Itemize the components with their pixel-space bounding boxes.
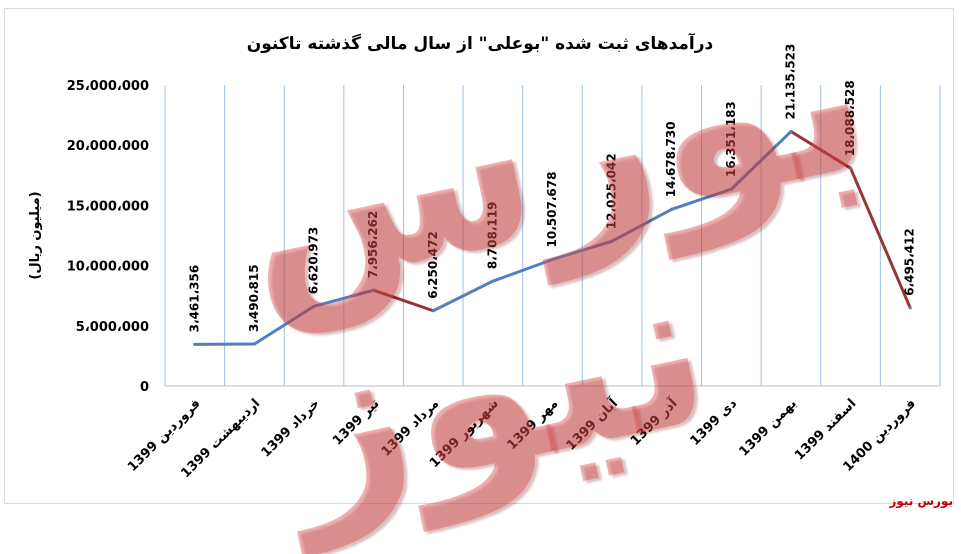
data-label: 8،708،119 xyxy=(485,202,499,270)
data-point xyxy=(730,188,733,191)
y-tick-label: 15،000،000 xyxy=(67,199,149,214)
data-labels: 3،461،356 3،490،815 6،620،973 7،956،262 6،25… xyxy=(187,44,916,333)
chart-frame: 0 5،000،000 10،000،000 15،000،000 20،000،000… xyxy=(4,8,954,504)
x-tick-label: خرداد 1399 xyxy=(259,396,323,460)
x-tick-label: آذر 1399 xyxy=(627,394,681,448)
data-point xyxy=(670,208,673,211)
data-label: 7،956،262 xyxy=(366,211,380,279)
data-label: 6،620،973 xyxy=(307,227,321,295)
data-point xyxy=(491,280,494,283)
x-tick-label: مهر 1399 xyxy=(504,396,561,453)
y-tick-label: 25،000،000 xyxy=(67,79,149,94)
x-tick-label: دی 1399 xyxy=(688,396,741,449)
data-label: 12،025،042 xyxy=(605,153,619,229)
x-tick-label: اسفند 1399 xyxy=(792,396,859,463)
data-point xyxy=(849,167,852,170)
data-label: 3،490،815 xyxy=(247,264,261,332)
y-tick-label: 0 xyxy=(140,380,149,395)
y-tick-label: 20،000،000 xyxy=(67,139,149,154)
data-label: 18،088،528 xyxy=(843,80,857,156)
y-axis-title: (میلیون ریال) xyxy=(28,191,43,279)
x-tick-label: بهمن 1399 xyxy=(736,396,799,459)
data-label: 10،507،678 xyxy=(545,172,559,248)
data-point xyxy=(372,289,375,292)
data-point xyxy=(611,240,614,243)
x-tick-label: تیر 1399 xyxy=(330,396,382,448)
data-point xyxy=(551,258,554,261)
data-label: 6،495،412 xyxy=(903,228,917,296)
x-tick-label: آبان 1399 xyxy=(562,394,621,453)
chart-title: درآمدهای ثبت شده "بوعلی" از سال مالی گذش… xyxy=(247,32,714,54)
data-label: 6،250،472 xyxy=(426,231,440,299)
data-point xyxy=(193,343,196,346)
y-tick-label: 5،000،000 xyxy=(76,320,149,335)
y-tick-label: 10،000،000 xyxy=(67,260,149,275)
data-point xyxy=(253,342,256,345)
data-point xyxy=(909,306,912,309)
data-label: 3،461،356 xyxy=(187,265,201,333)
data-label: 16،351،183 xyxy=(724,101,738,177)
data-label: 14،678،730 xyxy=(664,121,678,197)
line-chart: 0 5،000،000 10،000،000 15،000،000 20،000،000… xyxy=(5,9,955,505)
y-axis: 0 5،000،000 10،000،000 15،000،000 20،000،000… xyxy=(67,79,149,395)
site-label: بورس نیوز xyxy=(889,494,953,508)
data-point xyxy=(313,305,316,308)
x-tick-label: مرداد 1399 xyxy=(379,396,442,459)
data-point xyxy=(789,130,792,133)
data-label: 21،135،523 xyxy=(783,44,797,120)
data-point xyxy=(432,309,435,312)
